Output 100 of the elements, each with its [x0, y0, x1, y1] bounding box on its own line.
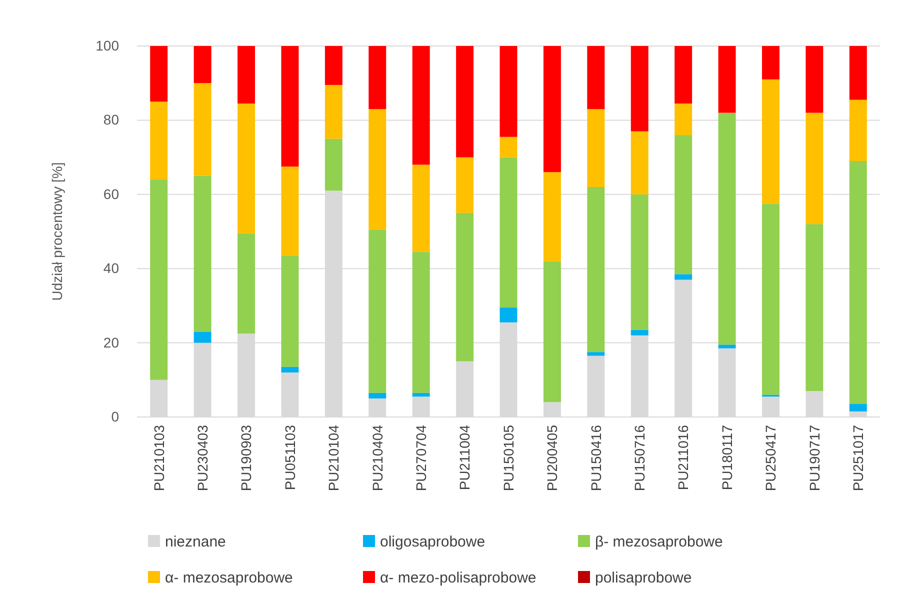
y-tick-label: 0	[111, 408, 120, 424]
bar	[194, 46, 212, 84]
bar	[194, 332, 212, 343]
bar	[718, 344, 736, 348]
bar	[543, 261, 561, 402]
legend-label: oligosaprobowe	[380, 533, 486, 550]
x-tick-label: PU150416	[588, 424, 604, 492]
bar	[630, 46, 648, 132]
bar	[543, 172, 561, 262]
bar	[718, 112, 736, 345]
bar	[762, 396, 780, 417]
bar	[281, 256, 299, 367]
legend-label: nieznane	[165, 533, 226, 550]
bar	[674, 104, 692, 136]
y-tick-label: 40	[103, 260, 120, 276]
x-tick-label: PU150105	[500, 424, 516, 492]
x-tick-label: PU051103	[282, 424, 298, 490]
bar	[281, 366, 299, 372]
bar	[368, 398, 386, 417]
bar	[630, 194, 648, 330]
x-tick-label: PU210104	[326, 424, 342, 492]
y-tick-label: 60	[103, 186, 120, 202]
x-tick-label: PU180117	[718, 424, 735, 490]
bar	[718, 348, 736, 417]
bar	[587, 109, 605, 187]
bar	[587, 352, 605, 356]
bar	[281, 372, 299, 417]
bar	[718, 46, 736, 113]
x-tick-label: PU211016	[675, 424, 692, 490]
bar	[762, 46, 780, 80]
bar	[368, 46, 386, 110]
bar	[412, 392, 430, 397]
y-axis-title: Udział procentowy [%]	[49, 162, 65, 301]
bar	[456, 157, 474, 213]
bar	[324, 138, 342, 191]
bar	[368, 230, 386, 393]
bar	[500, 46, 518, 137]
bar	[849, 100, 867, 162]
legend-label: α- mezo-polisaprobowe	[380, 569, 536, 586]
bar	[456, 361, 474, 417]
bar	[674, 135, 692, 274]
bar	[150, 46, 168, 102]
legend-label: β- mezosaprobowe	[595, 533, 723, 550]
legend-label: α- mezosaprobowe	[165, 569, 293, 586]
bar	[412, 164, 430, 252]
bar	[368, 109, 386, 230]
bar	[500, 157, 518, 308]
y-tick-label: 80	[103, 112, 120, 128]
x-tick-label: PU210404	[369, 424, 386, 492]
bar	[412, 396, 430, 417]
bar	[194, 83, 212, 176]
bar	[281, 46, 299, 167]
bar	[849, 404, 867, 412]
bar	[587, 186, 605, 352]
bar	[587, 46, 605, 110]
bar	[849, 161, 867, 404]
bar	[543, 402, 561, 417]
bar	[543, 46, 561, 172]
x-tick-label: PU150716	[632, 424, 648, 492]
bar	[587, 356, 605, 417]
bar	[806, 112, 824, 224]
bar	[806, 46, 824, 113]
bar	[281, 166, 299, 256]
x-tick-label: PU250417	[762, 424, 779, 492]
x-tick-label: PU210103	[150, 424, 167, 492]
bar	[456, 212, 474, 362]
bar	[324, 46, 342, 85]
bar	[630, 330, 648, 336]
x-tick-label: PU190903	[238, 424, 254, 492]
bar	[500, 136, 518, 158]
bar	[630, 131, 648, 194]
y-tick-label: 100	[96, 37, 120, 54]
bar	[500, 308, 518, 322]
bar	[150, 102, 168, 180]
bar	[194, 176, 212, 332]
bar	[412, 46, 430, 165]
y-tick-label: 20	[103, 334, 120, 350]
bar	[762, 204, 780, 395]
bar	[849, 46, 867, 100]
bar	[762, 79, 780, 204]
bar	[368, 392, 386, 398]
bar	[806, 224, 824, 392]
x-tick-label: PU211004	[456, 424, 473, 490]
bar	[150, 380, 168, 417]
x-tick-label: PU190717	[806, 424, 822, 492]
bar	[238, 104, 256, 234]
bar	[849, 411, 867, 417]
bar	[238, 46, 256, 104]
bar	[456, 46, 474, 158]
bar	[806, 391, 824, 417]
bar	[674, 46, 692, 104]
bar	[238, 233, 256, 334]
x-tick-label: PU230403	[194, 424, 210, 492]
bar	[412, 252, 430, 393]
x-tick-label: PU251017	[850, 424, 866, 492]
x-tick-label: PU200405	[544, 424, 560, 492]
bar	[674, 274, 692, 280]
legend-label: polisaprobowe	[595, 569, 692, 586]
bar	[324, 84, 342, 139]
x-tick-label: PU270704	[412, 424, 429, 492]
